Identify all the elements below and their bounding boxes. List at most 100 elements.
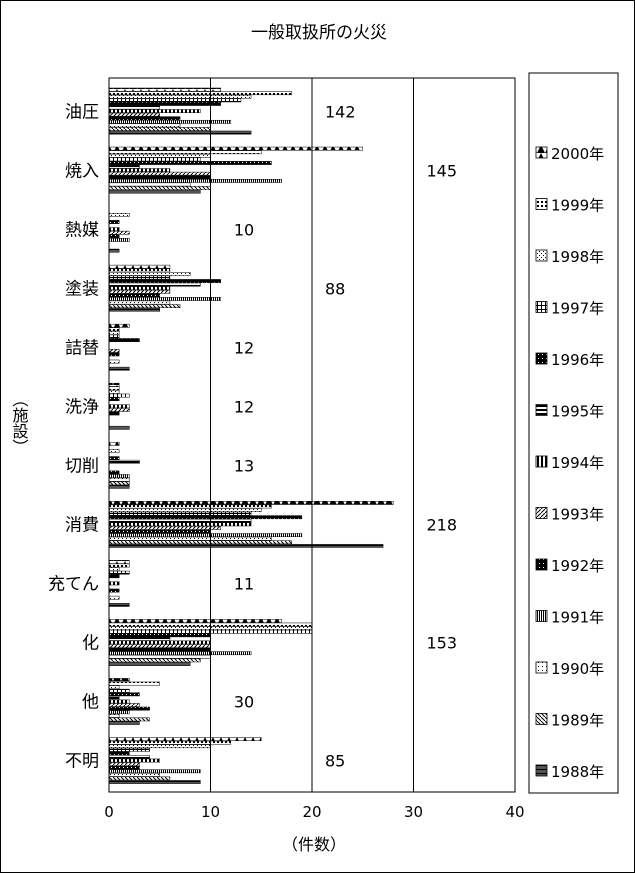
total-label-8: 11 xyxy=(234,575,254,594)
bar-1996-5 xyxy=(108,397,120,401)
bar-1990-1 xyxy=(108,182,191,187)
bar-1988-2 xyxy=(108,248,120,253)
bar-1999-11 xyxy=(108,740,232,745)
bar-1993-4 xyxy=(108,348,120,353)
bar-1994-0 xyxy=(108,109,201,113)
bar-1988-10 xyxy=(108,721,140,725)
bar-1994-9 xyxy=(108,640,211,645)
bar-1992-5 xyxy=(108,411,120,416)
legend-swatch-1999 xyxy=(535,198,548,210)
bar-1991-10 xyxy=(108,710,130,715)
bar-1990-11 xyxy=(108,772,160,777)
legend-label-1999: 1999年 xyxy=(551,197,604,215)
bar-1994-5 xyxy=(108,404,130,409)
legend-label-1988: 1988年 xyxy=(551,763,604,781)
bar-1988-9 xyxy=(108,662,191,666)
bar-1996-7 xyxy=(108,515,303,520)
bar-1997-11 xyxy=(108,747,150,752)
bar-1992-11 xyxy=(108,765,140,770)
x-tick-labels: 0 10 20 30 40 xyxy=(104,803,524,821)
bar-1994-1 xyxy=(108,168,171,173)
bar-1991-9 xyxy=(108,651,252,656)
legend-label-1990: 1990年 xyxy=(551,660,604,678)
category-label-1: 焼入 xyxy=(65,161,99,181)
legend-swatch-1996 xyxy=(535,352,548,365)
bar-1993-7 xyxy=(108,526,221,530)
bar-1989-11 xyxy=(108,776,171,781)
legend-swatch-1993 xyxy=(535,507,548,519)
bar-1999-10 xyxy=(108,681,160,686)
legend-swatch-1992 xyxy=(535,558,548,571)
category-label-3: 塗装 xyxy=(65,278,99,299)
bar-1994-10 xyxy=(108,699,130,704)
chart-title: 一般取扱所の火災 xyxy=(251,23,387,43)
bar-1994-2 xyxy=(108,227,120,232)
bar-1990-4 xyxy=(108,359,120,364)
bar-1990-6 xyxy=(108,477,130,482)
bar-1995-7 xyxy=(108,518,252,523)
x-tick-30: 30 xyxy=(404,803,423,821)
bar-1988-5 xyxy=(108,425,130,430)
total-label-1: 145 xyxy=(427,161,458,180)
bar-1996-4 xyxy=(108,338,140,342)
bar-1999-0 xyxy=(108,91,292,96)
bar-1998-1 xyxy=(108,153,211,158)
bar-1993-10 xyxy=(108,703,140,707)
legend-swatch-1997 xyxy=(535,301,548,313)
bar-1991-1 xyxy=(108,179,282,183)
x-tick-0: 0 xyxy=(104,803,114,821)
bar-1995-1 xyxy=(108,164,140,169)
bar-2000-7 xyxy=(108,501,394,505)
legend: 2000年 1999年 1998年 1997年 1996年 1995年 1994年 1993年… xyxy=(535,145,604,781)
bar-1998-8 xyxy=(108,567,120,571)
bar-1992-4 xyxy=(108,352,120,357)
legend-label-1994: 1994年 xyxy=(551,454,604,472)
bar-2000-10 xyxy=(108,678,130,682)
bar-1996-6 xyxy=(108,456,120,461)
bar-1988-4 xyxy=(108,366,130,371)
bar-1993-3 xyxy=(108,289,171,294)
total-labels: 142 145 10 88 12 12 13 218 11 153 30 85 xyxy=(234,102,457,770)
total-label-0: 142 xyxy=(325,102,356,121)
bar-1991-11 xyxy=(108,769,201,774)
category-label-2: 熱媒 xyxy=(65,220,99,240)
bar-1988-6 xyxy=(108,484,130,489)
total-label-5: 12 xyxy=(234,397,254,416)
bar-1995-11 xyxy=(108,755,150,759)
bar-2000-9 xyxy=(108,619,282,623)
bar-1997-8 xyxy=(108,570,130,575)
bar-1998-0 xyxy=(108,94,252,99)
total-label-9: 153 xyxy=(427,634,458,653)
bar-1998-4 xyxy=(108,331,120,335)
legend-swatch-1994 xyxy=(535,455,548,468)
bar-1988-11 xyxy=(108,780,201,784)
bar-1998-7 xyxy=(108,508,262,512)
legend-label-2000: 2000年 xyxy=(551,145,604,163)
bar-1992-2 xyxy=(108,234,120,239)
bar-1991-0 xyxy=(108,119,232,124)
bar-1990-9 xyxy=(108,654,211,659)
bar-1993-1 xyxy=(108,171,211,176)
category-label-6: 切削 xyxy=(65,457,99,477)
x-axis-label: （件数） xyxy=(282,835,346,854)
bar-1995-10 xyxy=(108,696,120,700)
bar-1996-1 xyxy=(108,161,272,165)
legend-label-1997: 1997年 xyxy=(551,300,604,318)
category-label-11: 不明 xyxy=(65,752,99,772)
legend-label-1991: 1991年 xyxy=(551,609,604,627)
legend-label-1992: 1992年 xyxy=(551,557,604,575)
bar-2000-11 xyxy=(108,737,262,741)
bar-1994-8 xyxy=(108,581,120,586)
bar-1989-9 xyxy=(108,658,201,663)
bar-1997-7 xyxy=(108,511,252,516)
bar-1989-0 xyxy=(108,127,211,131)
bar-1989-3 xyxy=(108,304,181,308)
bar-1996-11 xyxy=(108,751,130,756)
legend-label-1995: 1995年 xyxy=(551,403,604,421)
bar-1997-4 xyxy=(108,334,120,339)
bar-2000-4 xyxy=(108,323,130,328)
total-label-6: 13 xyxy=(234,457,254,476)
bar-1999-3 xyxy=(108,268,171,273)
